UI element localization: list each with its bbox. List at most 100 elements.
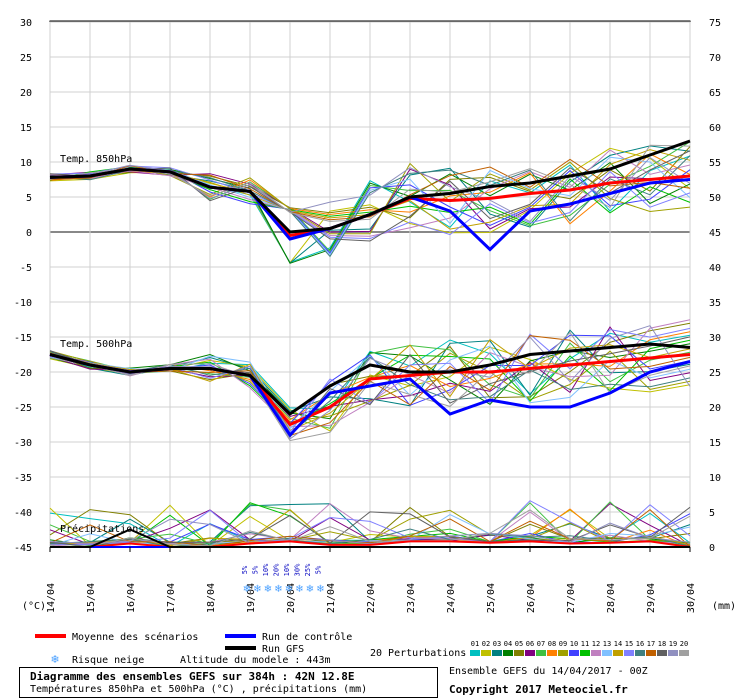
series-line-t850-2 (49, 139, 691, 234)
perturbation-label: 05 (515, 640, 523, 648)
perturbation-swatch (547, 650, 557, 656)
left-tick-label: 30 (20, 18, 32, 29)
left-tick-label: 25 (20, 53, 32, 64)
x-tick-label: 21/04 (326, 583, 337, 613)
right-tick-label: 55 (709, 158, 721, 169)
snow-risk-percent: 20% (273, 563, 281, 576)
perturbation-label: 09 (559, 640, 567, 648)
right-tick-label: 60 (709, 123, 721, 134)
snowflake-icon: ❄ (285, 584, 293, 595)
snowflake-icon: ❄ (306, 584, 314, 595)
snow-risk-percent: 10% (283, 563, 291, 576)
label-t850: Temp. 850hPa (60, 154, 132, 165)
copyright: Copyright 2017 Meteociel.fr (449, 683, 628, 696)
x-tick-label: 14/04 (46, 583, 57, 613)
right-tick-label: 10 (709, 473, 721, 484)
perturbation-label: 10 (570, 640, 578, 648)
x-tick-label: 19/04 (246, 583, 257, 613)
perturbation-label: 01 (471, 640, 479, 648)
perturbation-swatch (514, 650, 524, 656)
perturbation-swatch (591, 650, 601, 656)
right-axis-unit: (mm) (712, 601, 736, 612)
right-tick-label: 50 (709, 193, 721, 204)
right-tick-label: 25 (709, 368, 721, 379)
perturbation-precip-16 (49, 528, 691, 548)
label-precip: Précipitations (60, 523, 144, 535)
perturbation-swatch (646, 650, 656, 656)
perturbation-precip-19 (49, 518, 691, 545)
x-tick-label: 30/04 (686, 583, 697, 613)
left-tick-label: -30 (14, 438, 32, 449)
right-tick-label: 75 (709, 18, 721, 29)
perturbation-swatch (580, 650, 590, 656)
legend: Moyenne des scénarios Run de contrôleRun … (35, 631, 689, 666)
perturbation-precip-02 (49, 504, 691, 547)
perturbation-swatch (525, 650, 535, 656)
legend-mean: Moyenne des scénarios (72, 631, 198, 643)
perturbation-swatch (657, 650, 667, 656)
perturbation-precip-15 (49, 500, 691, 546)
snowflake-icon: ❄ (243, 584, 251, 595)
perturbation-swatch (558, 650, 568, 656)
perturbation-swatch (569, 650, 579, 656)
left-tick-label: -25 (14, 403, 32, 414)
x-tick-label: 18/04 (206, 583, 217, 613)
right-tick-label: 70 (709, 53, 721, 64)
legend-control: Run de contrôle (262, 631, 352, 643)
perturbation-label: 04 (504, 640, 512, 648)
right-tick-label: 0 (709, 543, 715, 554)
x-tick-label: 17/04 (166, 583, 177, 613)
right-tick-label: 35 (709, 298, 721, 309)
perturbation-swatch (668, 650, 678, 656)
legend-altitude: Altitude du modele : 443m (180, 655, 331, 666)
right-tick-label: 20 (709, 403, 721, 414)
perturbation-swatch (536, 650, 546, 656)
left-tick-label: 15 (20, 123, 32, 134)
left-tick-label: -45 (14, 543, 32, 554)
snowflake-icon: ❄ (50, 653, 59, 666)
perturbation-label: 18 (658, 640, 666, 648)
perturbation-swatch (492, 650, 502, 656)
perturbation-swatch (470, 650, 480, 656)
perturbation-label: 14 (614, 640, 622, 648)
snow-risk-percent: 30% (294, 563, 302, 576)
perturbation-label: 17 (647, 640, 655, 648)
left-tick-label: -40 (14, 508, 32, 519)
snow-risk-percent: 5% (315, 565, 323, 574)
series-line-precip-0 (50, 540, 691, 548)
run-info: Ensemble GEFS du 14/04/2017 - 00Z (449, 666, 648, 677)
left-tick-label: 5 (26, 193, 32, 204)
left-tick-label: 10 (20, 158, 32, 169)
perturbation-swatch (481, 650, 491, 656)
legend-perturbations: 20 Perturbations (370, 648, 466, 659)
x-tick-label: 25/04 (486, 583, 497, 613)
label-t500: Temp. 500hPa (60, 339, 132, 350)
perturbation-swatch (503, 650, 513, 656)
right-tick-label: 5 (709, 508, 715, 519)
left-tick-label: -5 (20, 263, 32, 274)
snowflake-icon: ❄ (316, 584, 324, 595)
perturbation-swatch (613, 650, 623, 656)
perturbation-line-15 (49, 165, 691, 240)
perturbation-label: 08 (548, 640, 556, 648)
x-tick-label: 29/04 (646, 583, 657, 613)
snowflake-icon: ❄ (264, 584, 272, 595)
right-tick-label: 45 (709, 228, 721, 239)
perturbation-label: 03 (493, 640, 501, 648)
left-tick-label: -20 (14, 368, 32, 379)
legend-snow-risk: Risque neige (72, 655, 144, 666)
perturbation-label: 20 (680, 640, 688, 648)
snowflake-icon: ❄ (253, 584, 261, 595)
perturbation-label: 13 (603, 640, 611, 648)
x-tick-label: 20/04 (286, 583, 297, 613)
snow-risk-percent: 5% (252, 565, 260, 574)
snow-risk-percent: 5% (241, 565, 249, 574)
perturbation-line-16 (49, 351, 691, 435)
perturbation-label: 07 (537, 640, 545, 648)
x-tick-label: 16/04 (126, 583, 137, 613)
perturbation-label: 16 (636, 640, 644, 648)
chart-title: Diagramme des ensembles GEFS sur 384h : … (30, 670, 355, 683)
right-tick-label: 65 (709, 88, 721, 99)
right-tick-label: 40 (709, 263, 721, 274)
perturbation-swatch (602, 650, 612, 656)
